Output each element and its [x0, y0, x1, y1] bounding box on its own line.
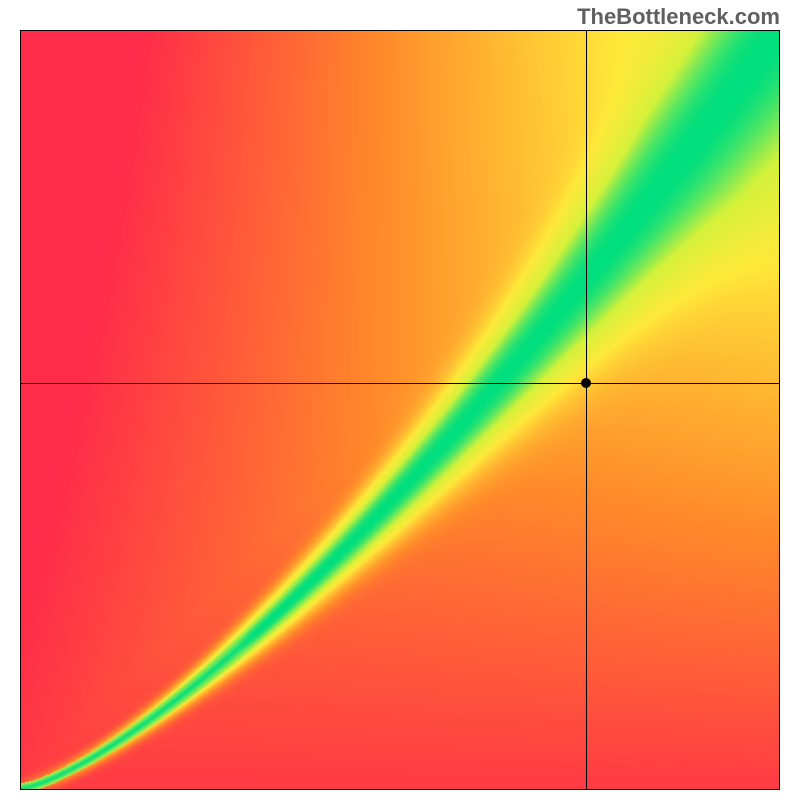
crosshair-vertical	[586, 31, 587, 789]
plot-area	[20, 30, 780, 790]
chart-container: TheBottleneck.com	[0, 0, 800, 800]
watermark-text: TheBottleneck.com	[577, 4, 780, 30]
marker-point	[581, 378, 591, 388]
crosshair-horizontal	[21, 383, 779, 384]
heatmap-canvas	[21, 31, 779, 789]
